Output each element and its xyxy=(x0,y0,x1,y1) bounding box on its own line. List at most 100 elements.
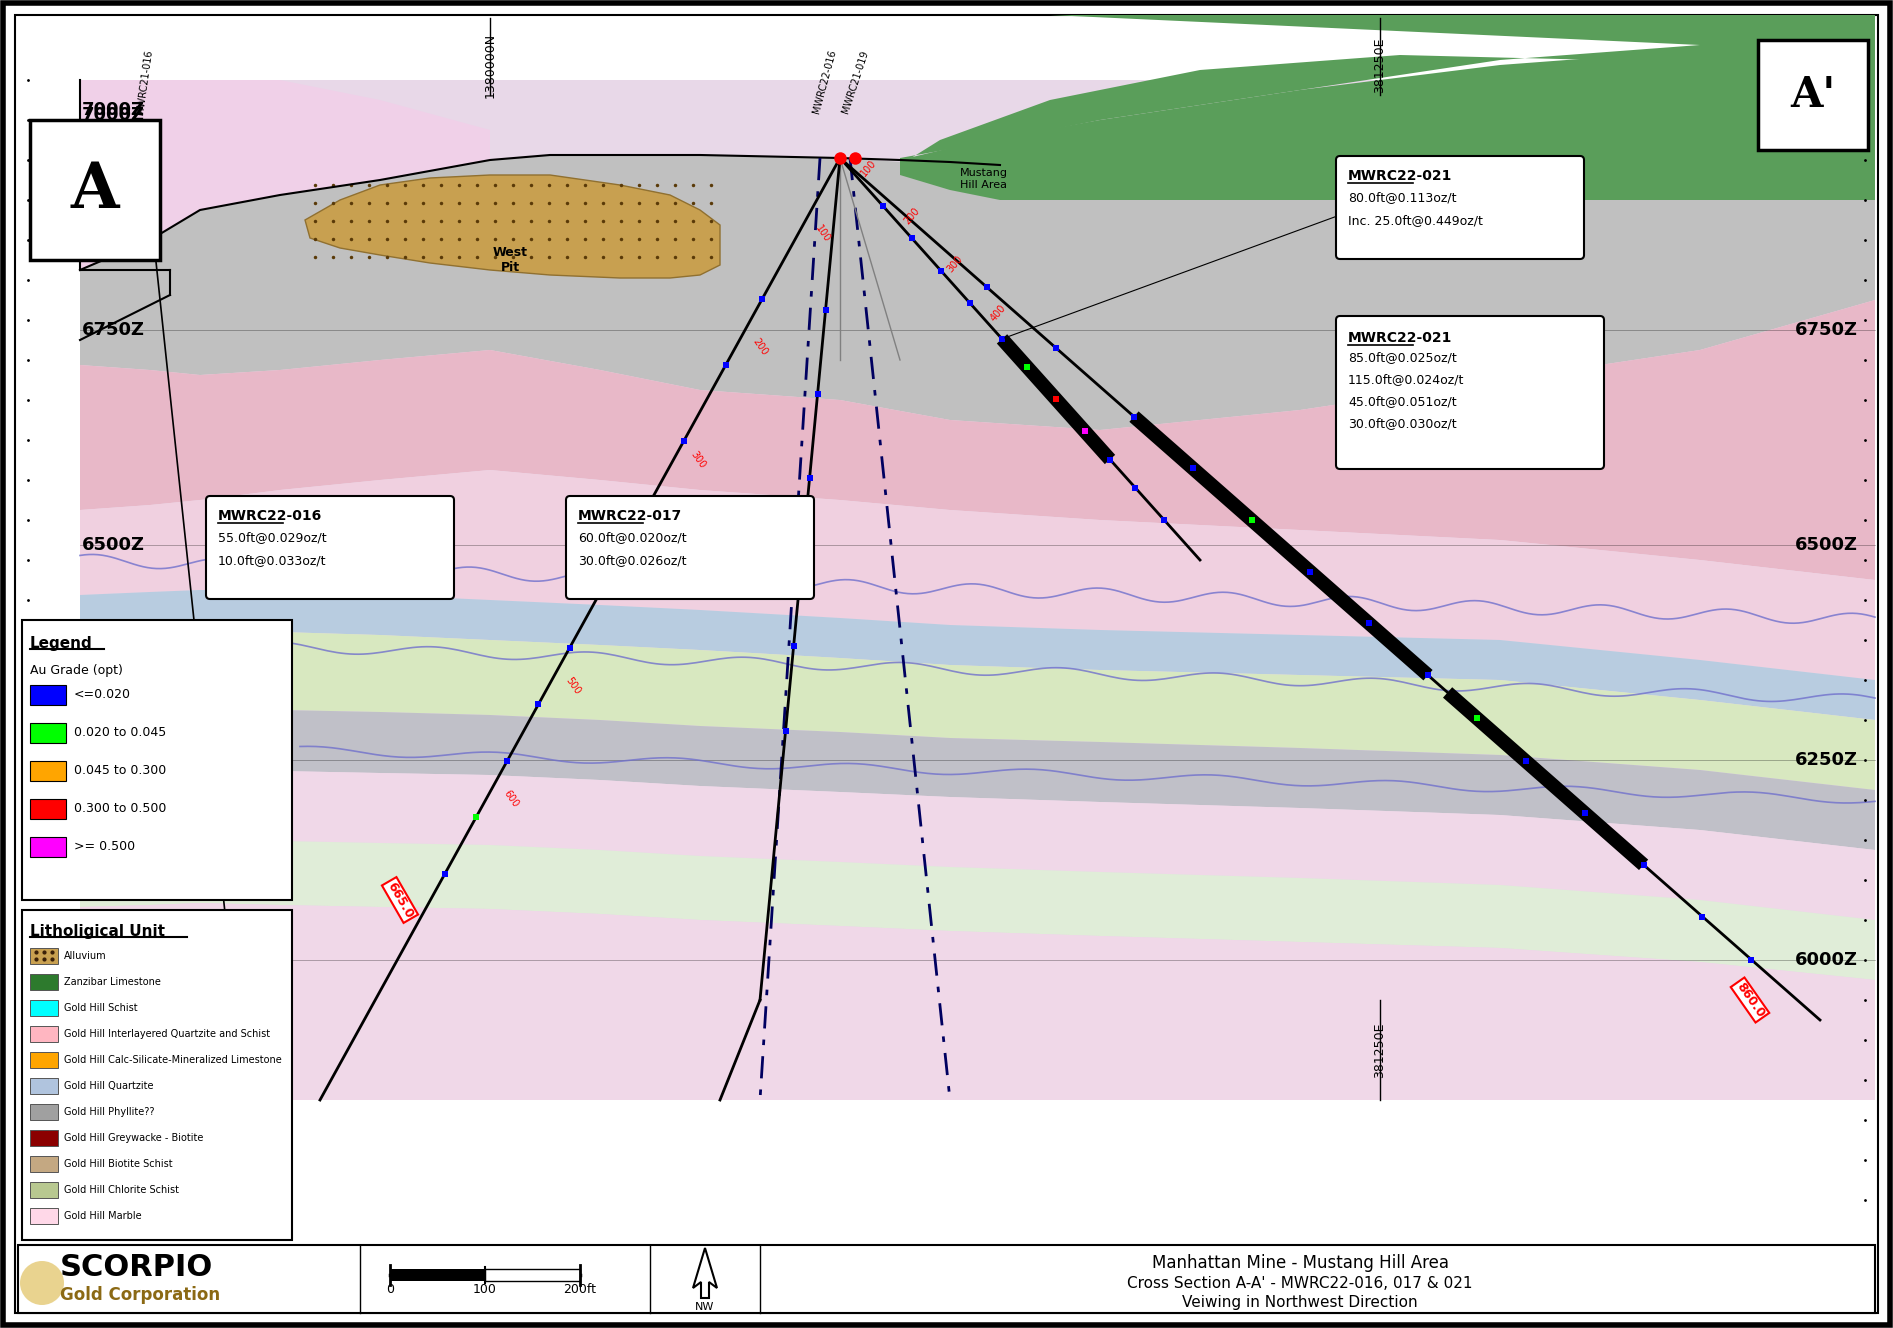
Text: 6750Z: 6750Z xyxy=(1795,321,1859,339)
Text: 400: 400 xyxy=(988,303,1009,323)
FancyBboxPatch shape xyxy=(206,495,454,599)
Bar xyxy=(1759,40,1868,150)
Bar xyxy=(30,120,161,260)
Text: 6500Z: 6500Z xyxy=(1795,537,1859,554)
Bar xyxy=(30,1052,59,1068)
Text: A: A xyxy=(70,159,119,220)
Text: 6000Z: 6000Z xyxy=(1795,951,1859,969)
Polygon shape xyxy=(80,903,1874,1100)
Polygon shape xyxy=(899,15,1874,165)
Polygon shape xyxy=(80,300,1874,580)
Text: Au Grade (opt): Au Grade (opt) xyxy=(30,664,123,677)
Text: 85.0ft@0.025oz/t: 85.0ft@0.025oz/t xyxy=(1348,352,1458,364)
Polygon shape xyxy=(80,80,1874,1100)
Text: 6500Z: 6500Z xyxy=(81,537,146,554)
Text: 381250E: 381250E xyxy=(1374,37,1386,93)
Text: 6750Z: 6750Z xyxy=(81,321,146,339)
Text: 80.0ft@0.113oz/t: 80.0ft@0.113oz/t xyxy=(1348,191,1456,205)
Text: 7000Z: 7000Z xyxy=(81,106,146,124)
Text: MWRC22-021: MWRC22-021 xyxy=(1348,169,1452,183)
Text: <=0.020: <=0.020 xyxy=(74,688,131,701)
Bar xyxy=(30,799,66,819)
Polygon shape xyxy=(80,839,1874,980)
Text: 0.020 to 0.045: 0.020 to 0.045 xyxy=(74,726,167,740)
Polygon shape xyxy=(80,80,490,270)
Bar xyxy=(30,1000,59,1016)
Text: Gold Corporation: Gold Corporation xyxy=(61,1286,220,1304)
Text: Manhattan Mine - Mustang Hill Area: Manhattan Mine - Mustang Hill Area xyxy=(1151,1254,1448,1272)
Circle shape xyxy=(21,1262,64,1305)
Text: 860.0: 860.0 xyxy=(1734,980,1766,1020)
Bar xyxy=(30,722,66,742)
Text: West
Pit: West Pit xyxy=(492,246,528,274)
Bar xyxy=(30,1208,59,1224)
Text: Gold Hill Chlorite Schist: Gold Hill Chlorite Schist xyxy=(64,1185,180,1195)
Polygon shape xyxy=(693,1248,717,1297)
Bar xyxy=(30,761,66,781)
Text: 100: 100 xyxy=(473,1283,498,1296)
Text: Gold Hill Marble: Gold Hill Marble xyxy=(64,1211,142,1220)
Text: Gold Hill Greywacke - Biotite: Gold Hill Greywacke - Biotite xyxy=(64,1133,203,1143)
Text: 30.0ft@0.030oz/t: 30.0ft@0.030oz/t xyxy=(1348,417,1456,430)
Text: 100: 100 xyxy=(814,223,833,244)
Text: 0.045 to 0.300: 0.045 to 0.300 xyxy=(74,765,167,777)
Text: 60.0ft@0.020oz/t: 60.0ft@0.020oz/t xyxy=(577,531,687,544)
Text: Gold Hill Schist: Gold Hill Schist xyxy=(64,1003,138,1013)
Text: 0.300 to 0.500: 0.300 to 0.500 xyxy=(74,802,167,815)
Text: 665.0: 665.0 xyxy=(384,879,415,920)
Text: Alluvium: Alluvium xyxy=(64,951,106,961)
Polygon shape xyxy=(80,769,1874,920)
Text: >= 0.500: >= 0.500 xyxy=(74,841,134,854)
Text: 6000Z: 6000Z xyxy=(81,951,146,969)
Text: Mustang
Hill Area: Mustang Hill Area xyxy=(960,169,1007,190)
Text: Gold Hill Biotite Schist: Gold Hill Biotite Schist xyxy=(64,1159,172,1169)
Text: 30.0ft@0.026oz/t: 30.0ft@0.026oz/t xyxy=(577,555,687,567)
FancyBboxPatch shape xyxy=(1336,316,1603,469)
Bar xyxy=(19,1246,1874,1313)
Text: 45.0ft@0.051oz/t: 45.0ft@0.051oz/t xyxy=(1348,396,1456,409)
Text: 381250E: 381250E xyxy=(1374,1023,1386,1078)
Polygon shape xyxy=(305,175,719,278)
Text: MWRC22-021: MWRC22-021 xyxy=(1348,331,1452,345)
Bar xyxy=(30,1027,59,1042)
Text: Cross Section A-A' - MWRC22-016, 017 & 021: Cross Section A-A' - MWRC22-016, 017 & 0… xyxy=(1126,1275,1473,1291)
Text: 100: 100 xyxy=(859,158,878,178)
Text: 900.0: 900.0 xyxy=(204,664,235,705)
Bar xyxy=(30,1182,59,1198)
Polygon shape xyxy=(80,470,1874,680)
Text: 200: 200 xyxy=(752,336,770,357)
Text: 500: 500 xyxy=(564,675,583,696)
Text: SCORPIO: SCORPIO xyxy=(61,1254,214,1283)
FancyBboxPatch shape xyxy=(566,495,814,599)
Polygon shape xyxy=(80,708,1874,850)
Bar xyxy=(30,1130,59,1146)
Bar xyxy=(30,948,59,964)
Text: MWRC22-016: MWRC22-016 xyxy=(218,509,322,523)
Bar xyxy=(30,685,66,705)
Text: Zanzibar Limestone: Zanzibar Limestone xyxy=(64,977,161,987)
Text: 200: 200 xyxy=(903,206,922,226)
Bar xyxy=(30,1078,59,1094)
FancyBboxPatch shape xyxy=(1336,155,1584,259)
Polygon shape xyxy=(80,96,1874,430)
Text: 200ft: 200ft xyxy=(564,1283,596,1296)
Text: Gold Hill Interlayered Quartzite and Schist: Gold Hill Interlayered Quartzite and Sch… xyxy=(64,1029,271,1038)
Text: 7000Z: 7000Z xyxy=(81,101,146,120)
Text: 300: 300 xyxy=(689,449,708,470)
Polygon shape xyxy=(899,45,1874,201)
Bar xyxy=(23,910,292,1240)
Text: 510.0: 510.0 xyxy=(210,769,240,810)
Text: Gold Hill Calc-Silicate-Mineralized Limestone: Gold Hill Calc-Silicate-Mineralized Lime… xyxy=(64,1054,282,1065)
Text: Inc. 25.0ft@0.449oz/t: Inc. 25.0ft@0.449oz/t xyxy=(1348,215,1482,227)
Text: 600: 600 xyxy=(502,788,521,809)
Text: 300: 300 xyxy=(945,254,965,275)
Polygon shape xyxy=(80,155,840,290)
Bar xyxy=(30,1155,59,1173)
Bar xyxy=(30,837,66,857)
Text: 115.0ft@0.024oz/t: 115.0ft@0.024oz/t xyxy=(1348,373,1465,386)
Text: MWRC22-017: MWRC22-017 xyxy=(577,509,681,523)
Polygon shape xyxy=(80,629,1874,790)
Text: 6250Z: 6250Z xyxy=(1795,752,1859,769)
Text: Gold Hill Phyllite??: Gold Hill Phyllite?? xyxy=(64,1108,155,1117)
Text: Litholigical Unit: Litholigical Unit xyxy=(30,924,165,939)
